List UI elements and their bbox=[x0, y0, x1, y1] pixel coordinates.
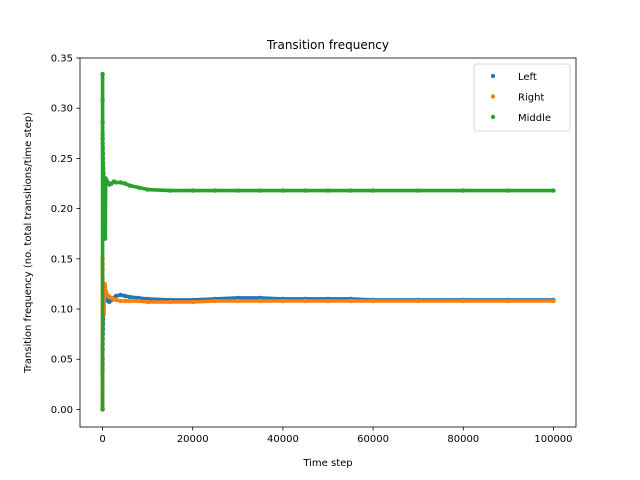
y-tick-label: 0.30 bbox=[51, 104, 73, 115]
series-middle bbox=[100, 71, 556, 412]
x-tick-label: 0 bbox=[99, 434, 105, 445]
legend-marker bbox=[490, 73, 496, 79]
y-tick-label: 0.05 bbox=[51, 355, 73, 366]
legend-label: Left bbox=[518, 72, 537, 83]
y-tick-label: 0.15 bbox=[51, 254, 73, 265]
x-tick-label: 40000 bbox=[267, 434, 299, 445]
x-axis-label: Time step bbox=[302, 458, 352, 469]
y-tick-label: 0.00 bbox=[51, 405, 73, 416]
x-tick-label: 60000 bbox=[357, 434, 389, 445]
legend-label: Middle bbox=[518, 113, 551, 124]
y-tick-label: 0.10 bbox=[51, 305, 73, 316]
series-trace bbox=[100, 72, 556, 412]
y-axis-ticks: 0.00 0.05 0.10 0.15 0.20 0.25 0.30 0.35 bbox=[51, 54, 80, 416]
y-tick-label: 0.35 bbox=[51, 54, 73, 65]
legend: Left Right Middle bbox=[473, 63, 571, 132]
y-tick-label: 0.20 bbox=[51, 204, 73, 215]
legend-marker bbox=[490, 114, 496, 120]
series-layer bbox=[100, 71, 556, 412]
y-tick-label: 0.25 bbox=[51, 154, 73, 165]
axes-frame bbox=[79, 57, 577, 428]
legend-marker bbox=[490, 94, 496, 99]
x-tick-label: 100000 bbox=[534, 434, 572, 445]
chart-title: Transition frequency bbox=[266, 38, 389, 52]
legend-label: Right bbox=[518, 93, 544, 104]
x-tick-label: 80000 bbox=[447, 434, 479, 445]
legend-box bbox=[473, 63, 571, 132]
y-axis-label: Transition frequency (no. total transiti… bbox=[23, 112, 34, 374]
x-tick-label: 20000 bbox=[177, 434, 209, 445]
x-axis-ticks: 0 20000 40000 60000 80000 100000 bbox=[99, 427, 573, 445]
